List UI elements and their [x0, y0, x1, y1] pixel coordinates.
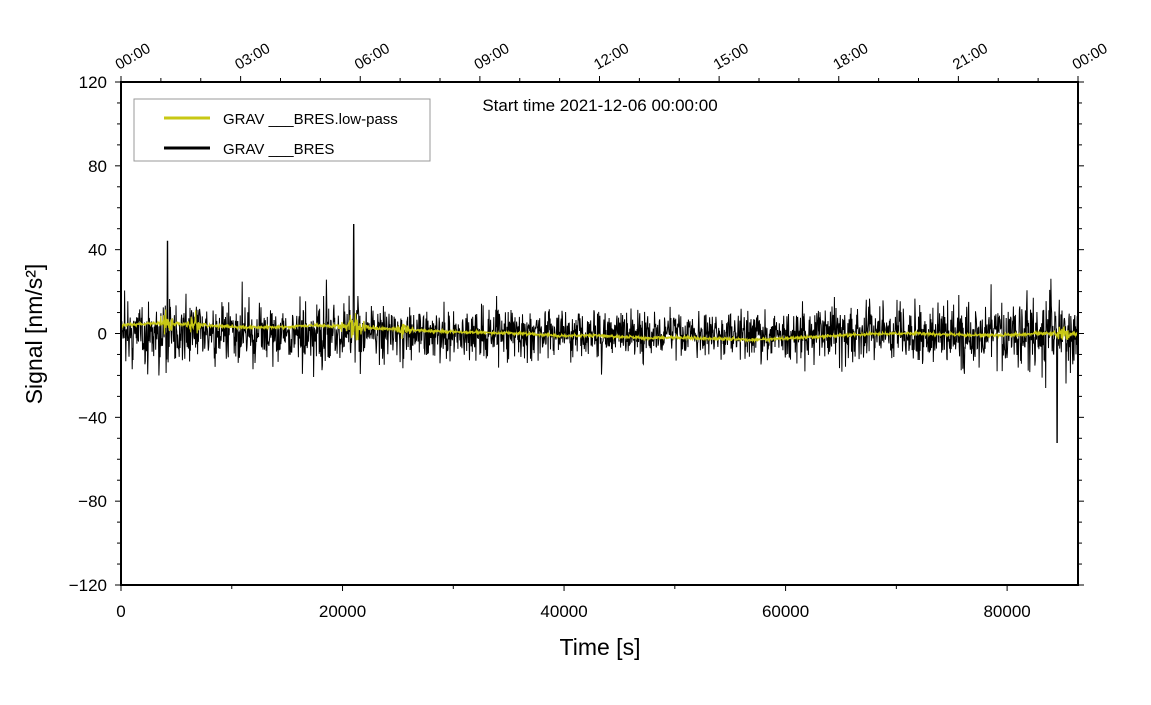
series-line-lowpass: [120, 309, 1079, 344]
y-axis-label: Signal [nm/s²]: [21, 264, 47, 405]
y-tick-label: −120: [69, 576, 107, 595]
data-layer: [120, 224, 1079, 443]
legend-box: [133, 98, 431, 162]
top-tick-label: 21:00: [950, 40, 991, 73]
top-tick-label: 06:00: [352, 40, 393, 73]
y-tick-label: 120: [79, 73, 107, 92]
x-tick-label: 20000: [319, 602, 366, 621]
y-tick-label: 80: [88, 157, 107, 176]
x-tick-label: 60000: [762, 602, 809, 621]
top-tick-label: 00:00: [1070, 40, 1111, 73]
legend-label-lowpass: GRAV ___BRES.low-pass: [223, 111, 398, 128]
chart-title: Start time 2021-12-06 00:00:00: [482, 96, 717, 115]
y-tick-label: −40: [78, 408, 107, 427]
top-tick-label: 18:00: [830, 40, 871, 73]
legend-label-raw: GRAV ___BRES: [223, 141, 334, 158]
x-tick-label: 40000: [540, 602, 587, 621]
top-tick-label: 03:00: [232, 40, 273, 73]
top-tick-label: 12:00: [591, 40, 632, 73]
y-tick-label: 40: [88, 241, 107, 260]
x-tick-label: 80000: [983, 602, 1030, 621]
x-tick-label: 0: [116, 602, 125, 621]
series-line-raw: [120, 224, 1079, 443]
y-tick-label: 0: [98, 325, 107, 344]
top-tick-label: 00:00: [113, 40, 154, 73]
legend: GRAV ___BRES.low-pass GRAV ___BRES: [133, 98, 431, 162]
top-tick-label: 15:00: [711, 40, 752, 73]
x-axis-label: Time [s]: [560, 634, 641, 660]
top-tick-label: 09:00: [471, 40, 512, 73]
y-tick-label: −80: [78, 492, 107, 511]
